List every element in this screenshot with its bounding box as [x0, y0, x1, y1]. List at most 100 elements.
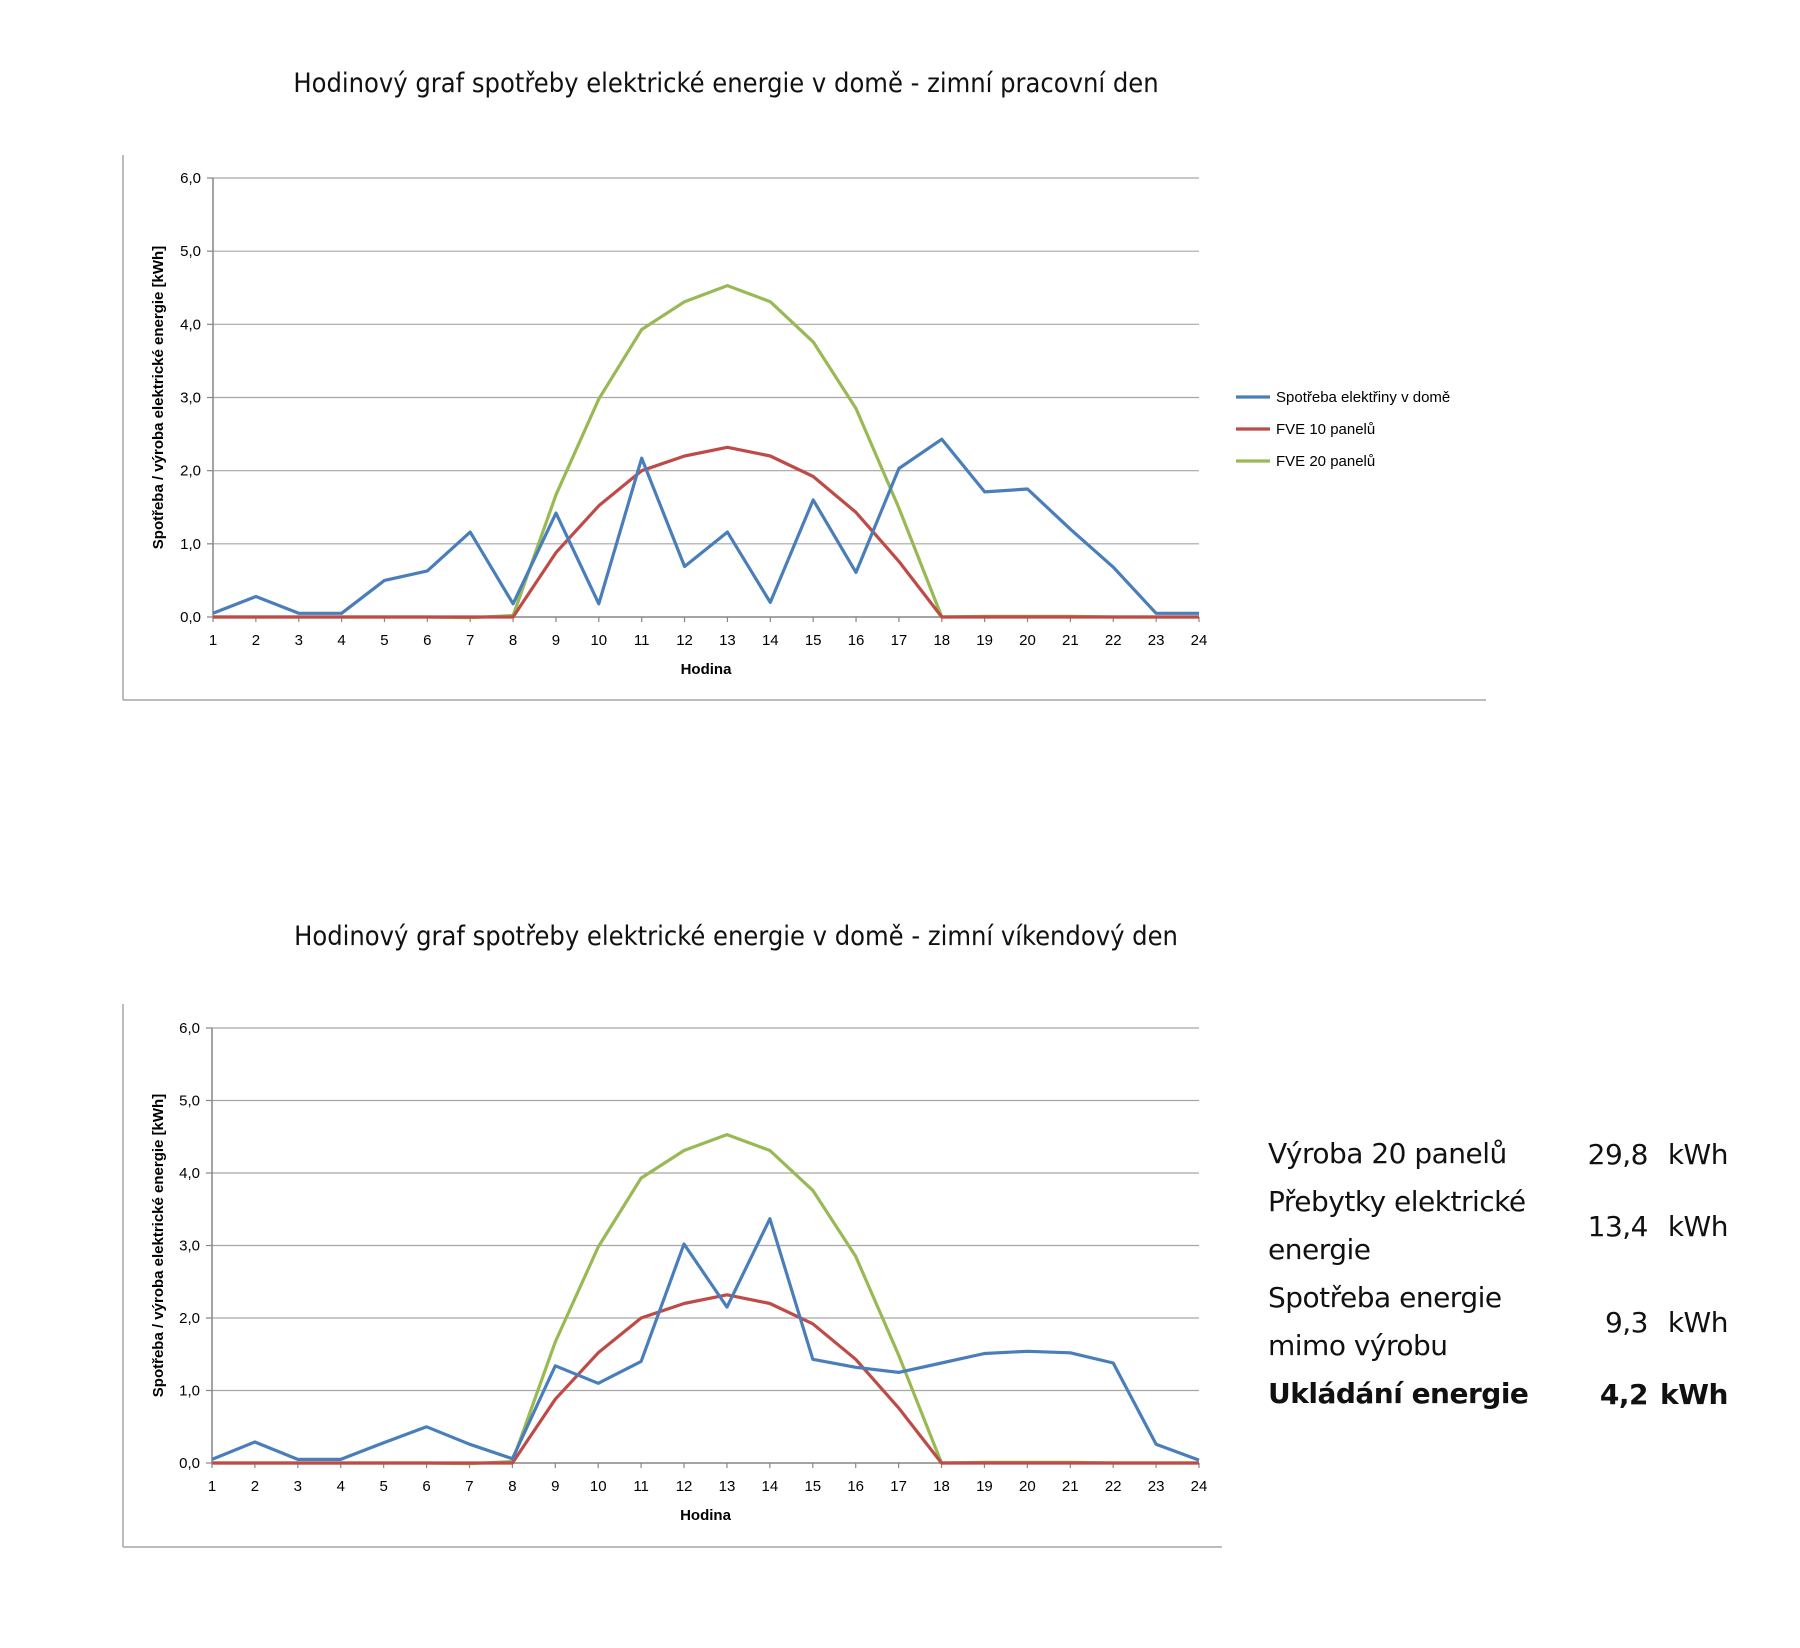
x-tick-label: 6	[423, 632, 431, 649]
x-tick-label: 12	[676, 632, 693, 649]
y-tick-label: 4,0	[179, 1165, 200, 1182]
x-tick-label: 24	[1191, 632, 1208, 649]
legend-label: Spotřeba elektřiny v domě	[1276, 389, 1450, 406]
x-tick-label: 15	[805, 632, 822, 649]
x-tick-label: 6	[422, 1478, 430, 1495]
x-tick-label: 3	[294, 1478, 302, 1495]
summary-label-line: Výroba 20 panelů	[1268, 1137, 1507, 1170]
summary-label-line: Ukládání energie	[1268, 1377, 1529, 1410]
x-tick-label: 20	[1019, 1478, 1036, 1495]
x-tick-label: 11	[634, 632, 650, 649]
x-tick-label: 2	[251, 1478, 259, 1495]
x-tick-label: 1	[209, 632, 217, 649]
x-tick-label: 23	[1148, 632, 1165, 649]
summary-label-line: Spotřeba energie	[1268, 1281, 1502, 1314]
series-line-spot-eba-elekt-iny-v-dom-	[212, 437, 1199, 615]
legend-label: FVE 20 panelů	[1276, 453, 1375, 470]
x-tick-label: 3	[295, 632, 303, 649]
x-tick-label: 18	[933, 632, 950, 649]
summary-label: Přebytky elektrické energie	[1268, 1178, 1573, 1274]
x-axis-label: Hodina	[680, 1507, 731, 1524]
x-tick-label: 19	[976, 632, 993, 649]
summary-row: Přebytky elektrické energie 13,4 kWh	[1268, 1178, 1738, 1274]
chart-2: Hodinový graf spotřeby elektrické energi…	[122, 921, 1222, 1548]
x-tick-label: 15	[804, 1478, 821, 1495]
summary-unit: kWh	[1667, 1137, 1729, 1171]
summary-label-line: energie	[1268, 1233, 1371, 1266]
x-tick-label: 21	[1062, 1478, 1079, 1495]
x-tick-label: 7	[465, 1478, 473, 1495]
x-tick-label: 14	[762, 1478, 779, 1495]
y-tick-label: 4,0	[180, 316, 201, 333]
summary-label: Spotřeba energie mimo výrobu	[1268, 1274, 1573, 1370]
y-tick-label: 2,0	[180, 463, 201, 480]
y-tick-label: 5,0	[179, 1093, 200, 1110]
summary-label: Výroba 20 panelů	[1268, 1130, 1573, 1178]
series-line-spot-eba-elekt-iny-v-dom-	[211, 1217, 1200, 1462]
x-tick-label: 1	[208, 1478, 216, 1495]
x-tick-label: 14	[762, 632, 779, 649]
summary-unit: kWh	[1667, 1209, 1729, 1243]
y-axis-label: Spotřeba / výroba elektrické energie [kW…	[150, 1094, 167, 1397]
series-line-fve-10-panel-	[212, 1293, 1199, 1465]
x-tick-label: 20	[1019, 632, 1036, 649]
summary-value: 13,4	[1587, 1209, 1649, 1243]
x-tick-label: 11	[633, 1478, 649, 1495]
x-tick-label: 9	[551, 1478, 559, 1495]
y-tick-label: 3,0	[179, 1238, 200, 1255]
y-tick-label: 1,0	[180, 536, 201, 553]
x-tick-label: 24	[1191, 1478, 1208, 1495]
summary-row: Ukládání energie 4,2 kWh	[1268, 1370, 1738, 1418]
x-tick-label: 22	[1105, 632, 1122, 649]
y-tick-label: 0,0	[179, 1455, 200, 1472]
y-tick-label: 3,0	[180, 390, 201, 407]
x-tick-label: 10	[590, 1478, 607, 1495]
x-tick-label: 4	[337, 1478, 345, 1495]
summary-label: Ukládání energie	[1268, 1370, 1573, 1418]
x-tick-label: 13	[719, 632, 736, 649]
chart-1: Hodinový graf spotřeby elektrické energi…	[122, 68, 1486, 701]
y-tick-label: 0,0	[180, 609, 201, 626]
summary-unit: kWh	[1667, 1305, 1729, 1339]
x-tick-label: 5	[380, 632, 388, 649]
x-tick-label: 8	[508, 1478, 516, 1495]
summary-value: 29,8	[1587, 1137, 1649, 1171]
summary-row: Výroba 20 panelů 29,8 kWh	[1268, 1130, 1738, 1178]
y-tick-label: 6,0	[179, 1020, 200, 1037]
x-tick-label: 12	[676, 1478, 693, 1495]
y-tick-label: 5,0	[180, 243, 201, 260]
energy-summary-table: Výroba 20 panelů 29,8 kWh Přebytky elektric…	[1268, 1130, 1738, 1418]
x-tick-label: 19	[976, 1478, 993, 1495]
x-tick-label: 4	[337, 632, 345, 649]
x-tick-label: 9	[552, 632, 560, 649]
x-tick-label: 16	[847, 1478, 864, 1495]
legend-label: FVE 10 panelů	[1276, 421, 1375, 438]
x-tick-label: 18	[933, 1478, 950, 1495]
summary-label-line: mimo výrobu	[1268, 1329, 1448, 1362]
x-tick-label: 2	[252, 632, 260, 649]
series-line-fve-10-panel-	[213, 445, 1199, 619]
x-tick-label: 7	[466, 632, 474, 649]
summary-value: 4,2	[1599, 1377, 1649, 1411]
x-tick-label: 5	[379, 1478, 387, 1495]
x-tick-label: 10	[590, 632, 607, 649]
y-tick-label: 2,0	[179, 1310, 200, 1327]
x-tick-label: 8	[509, 632, 517, 649]
summary-unit: kWh	[1660, 1377, 1728, 1411]
y-tick-label: 1,0	[179, 1383, 200, 1400]
x-tick-label: 16	[848, 632, 865, 649]
x-tick-label: 23	[1148, 1478, 1165, 1495]
chart-title: Hodinový graf spotřeby elektrické energi…	[293, 68, 1158, 99]
x-axis-label: Hodina	[681, 661, 732, 678]
x-tick-label: 17	[890, 1478, 907, 1495]
summary-value: 9,3	[1604, 1305, 1649, 1339]
chart-title: Hodinový graf spotřeby elektrické energi…	[294, 921, 1178, 952]
x-tick-label: 21	[1062, 632, 1079, 649]
summary-label-line: Přebytky elektrické	[1268, 1185, 1526, 1218]
x-tick-label: 22	[1105, 1478, 1122, 1495]
x-tick-label: 17	[891, 632, 908, 649]
summary-row: Spotřeba energie mimo výrobu 9,3 kWh	[1268, 1274, 1738, 1370]
y-tick-label: 6,0	[180, 170, 201, 187]
x-tick-label: 13	[719, 1478, 736, 1495]
